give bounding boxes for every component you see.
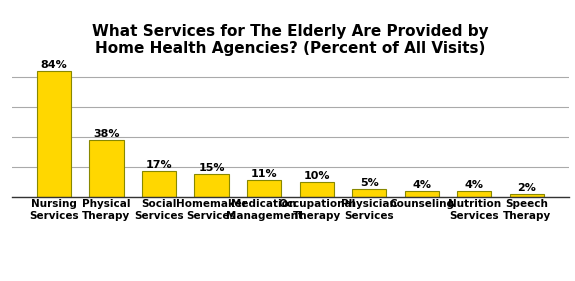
Bar [457,191,492,197]
Text: 4%: 4% [412,180,431,190]
Bar [37,71,71,197]
Text: 15%: 15% [198,164,225,173]
Bar [510,194,544,197]
Text: 10%: 10% [304,171,330,181]
Bar [352,189,386,197]
Bar [247,180,281,197]
Text: 4%: 4% [465,180,484,190]
Text: 2%: 2% [518,183,536,193]
Bar [300,182,333,197]
Title: What Services for The Elderly Are Provided by
Home Health Agencies? (Percent of : What Services for The Elderly Are Provid… [92,24,489,56]
Bar [89,140,124,197]
Text: 5%: 5% [360,178,378,189]
Bar [405,191,439,197]
Bar [194,174,229,197]
Text: 38%: 38% [93,129,120,139]
Bar [142,171,176,197]
Text: 17%: 17% [145,160,172,171]
Text: 84%: 84% [41,60,67,70]
Text: 11%: 11% [251,169,277,180]
